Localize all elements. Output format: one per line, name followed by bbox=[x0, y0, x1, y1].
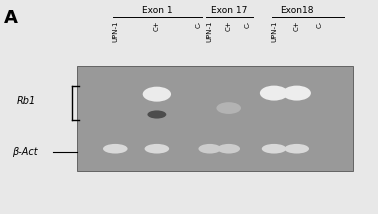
Ellipse shape bbox=[260, 86, 288, 101]
Text: UPN-1: UPN-1 bbox=[271, 20, 277, 42]
Ellipse shape bbox=[144, 144, 169, 154]
Text: β-Act: β-Act bbox=[12, 147, 38, 157]
Text: Exon 1: Exon 1 bbox=[141, 6, 172, 15]
Text: A: A bbox=[4, 9, 18, 27]
Ellipse shape bbox=[282, 86, 311, 101]
Ellipse shape bbox=[198, 144, 221, 154]
Text: C-: C- bbox=[195, 20, 201, 28]
Text: C+: C+ bbox=[154, 20, 160, 31]
Text: UPN-1: UPN-1 bbox=[207, 20, 213, 42]
Ellipse shape bbox=[103, 144, 127, 154]
Text: C-: C- bbox=[245, 20, 251, 28]
Ellipse shape bbox=[217, 144, 240, 154]
Ellipse shape bbox=[216, 102, 241, 114]
Ellipse shape bbox=[143, 87, 171, 102]
Text: Exon 17: Exon 17 bbox=[211, 6, 247, 15]
Text: Rb1: Rb1 bbox=[17, 96, 36, 106]
Bar bbox=[77, 66, 353, 171]
Text: C+: C+ bbox=[294, 20, 300, 31]
Ellipse shape bbox=[262, 144, 287, 154]
Text: UPN-1: UPN-1 bbox=[112, 20, 118, 42]
Text: C-: C- bbox=[316, 20, 322, 28]
Text: C+: C+ bbox=[226, 20, 232, 31]
Text: Exon18: Exon18 bbox=[280, 6, 313, 15]
Ellipse shape bbox=[147, 110, 166, 119]
Ellipse shape bbox=[284, 144, 309, 154]
